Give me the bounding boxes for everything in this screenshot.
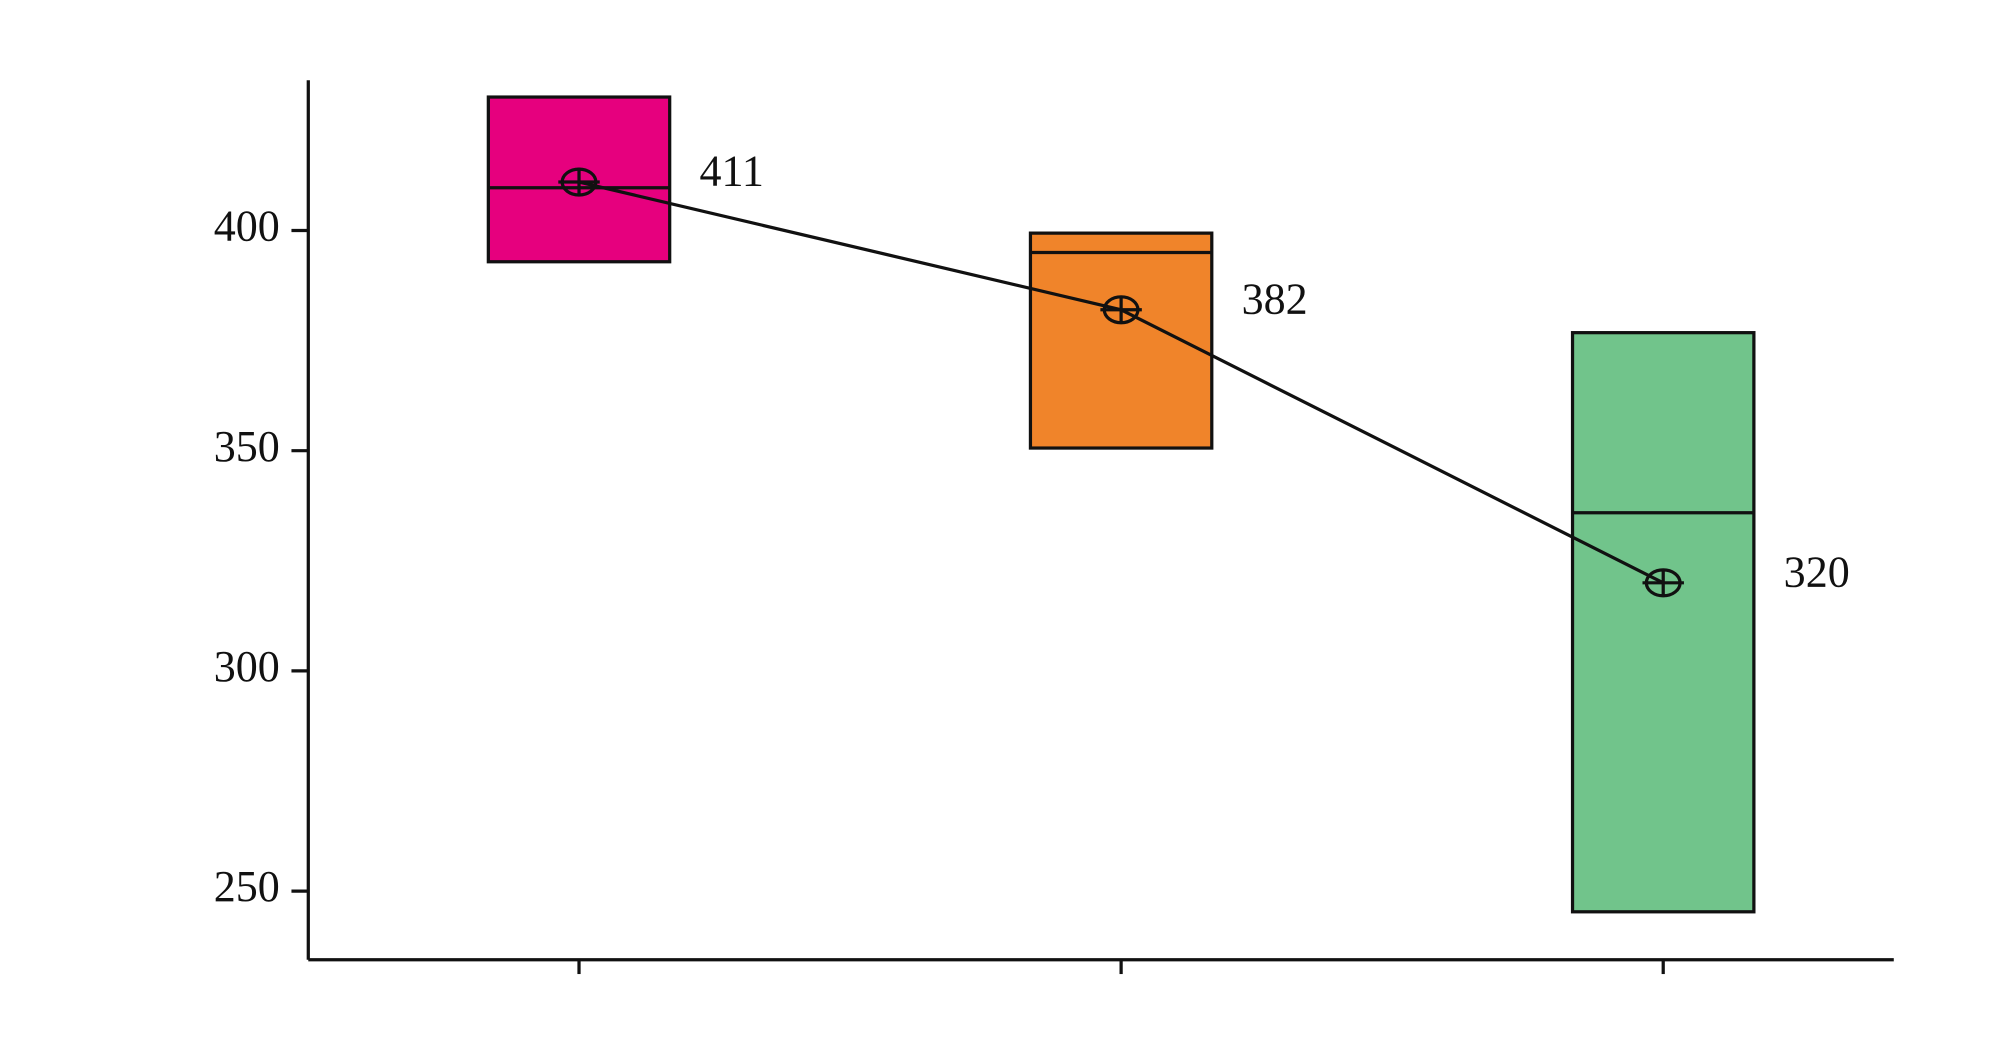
y-tick-label: 400 xyxy=(214,202,280,251)
y-tick-label: 300 xyxy=(214,642,280,691)
mean-label: 320 xyxy=(1784,547,1850,596)
mean-label: 411 xyxy=(699,147,763,196)
box xyxy=(486,95,672,264)
box xyxy=(1570,331,1756,914)
y-tick-label: 350 xyxy=(214,422,280,471)
y-tick-label: 250 xyxy=(214,862,280,911)
mean-label: 382 xyxy=(1242,274,1308,323)
